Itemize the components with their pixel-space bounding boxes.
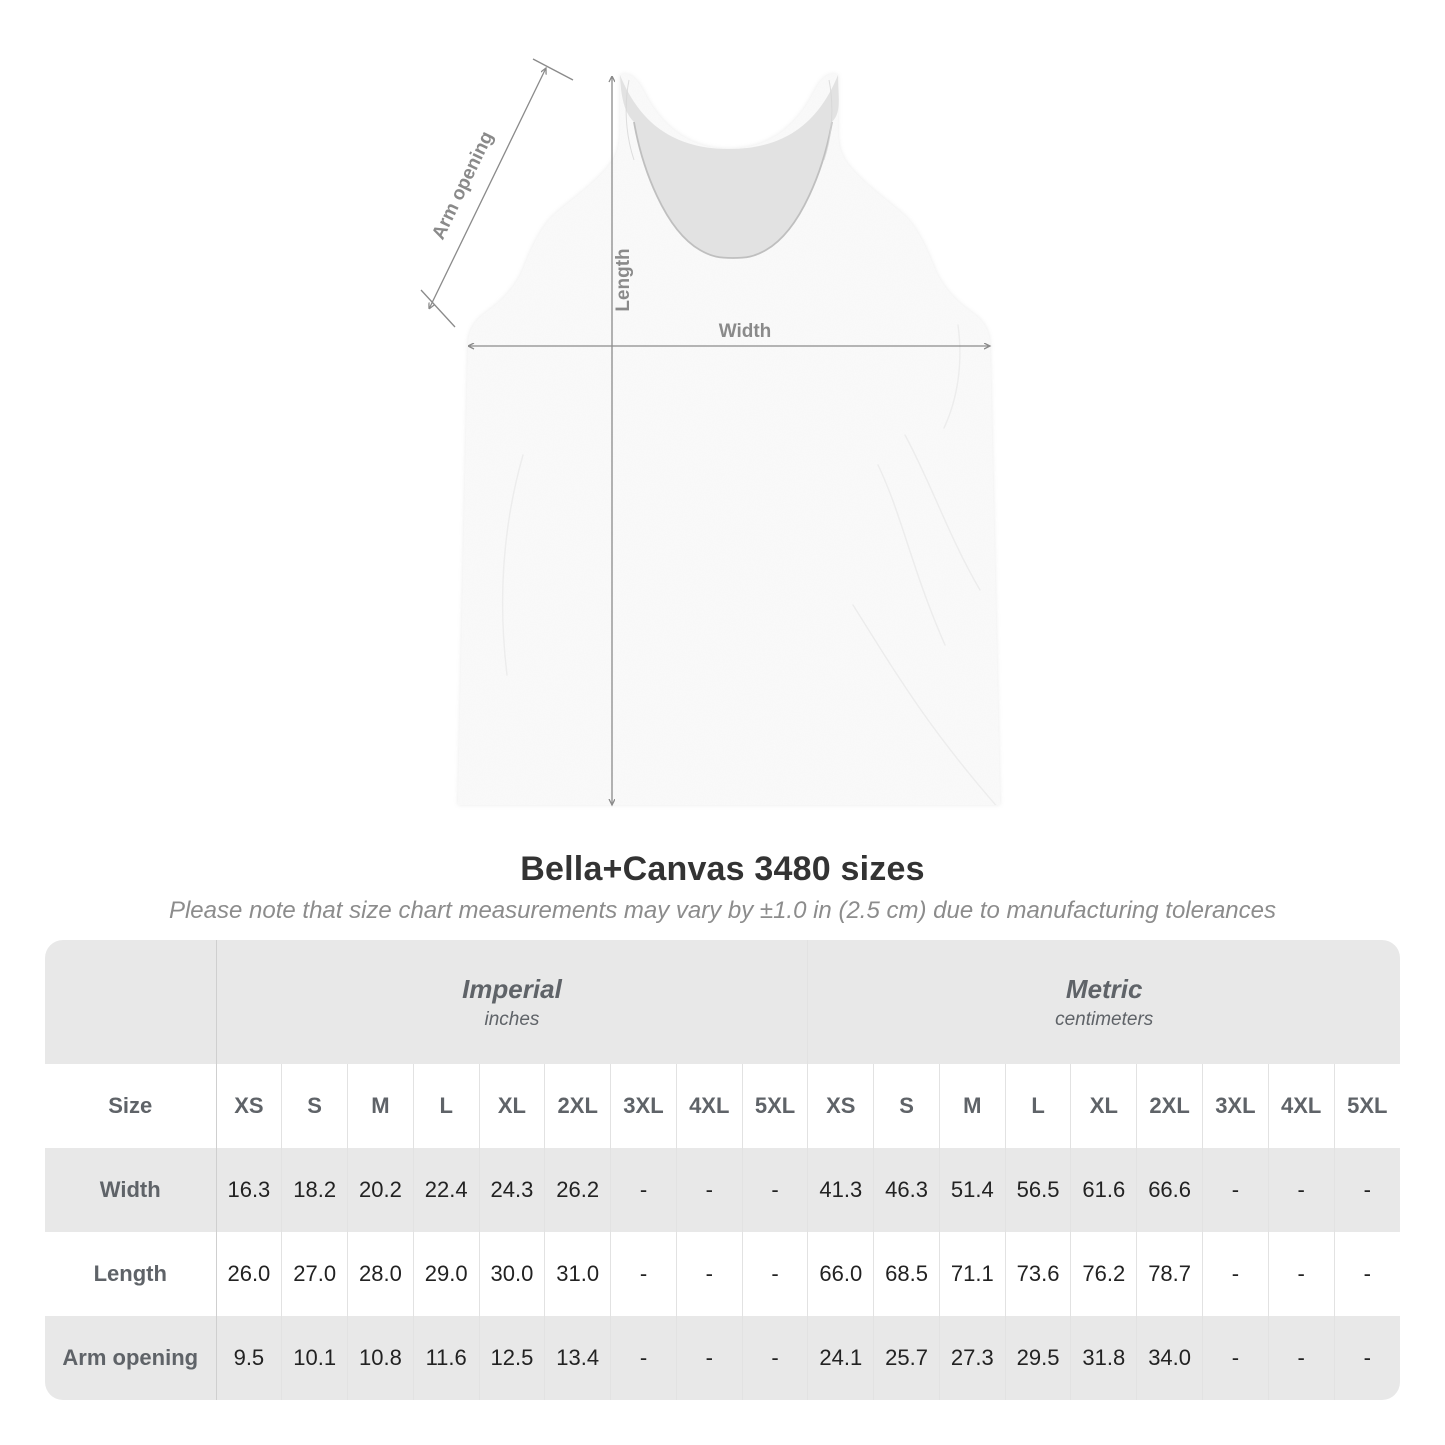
svg-text:Width: Width <box>719 321 772 342</box>
svg-text:Length: Length <box>613 248 634 311</box>
svg-text:Arm opening: Arm opening <box>428 128 498 243</box>
